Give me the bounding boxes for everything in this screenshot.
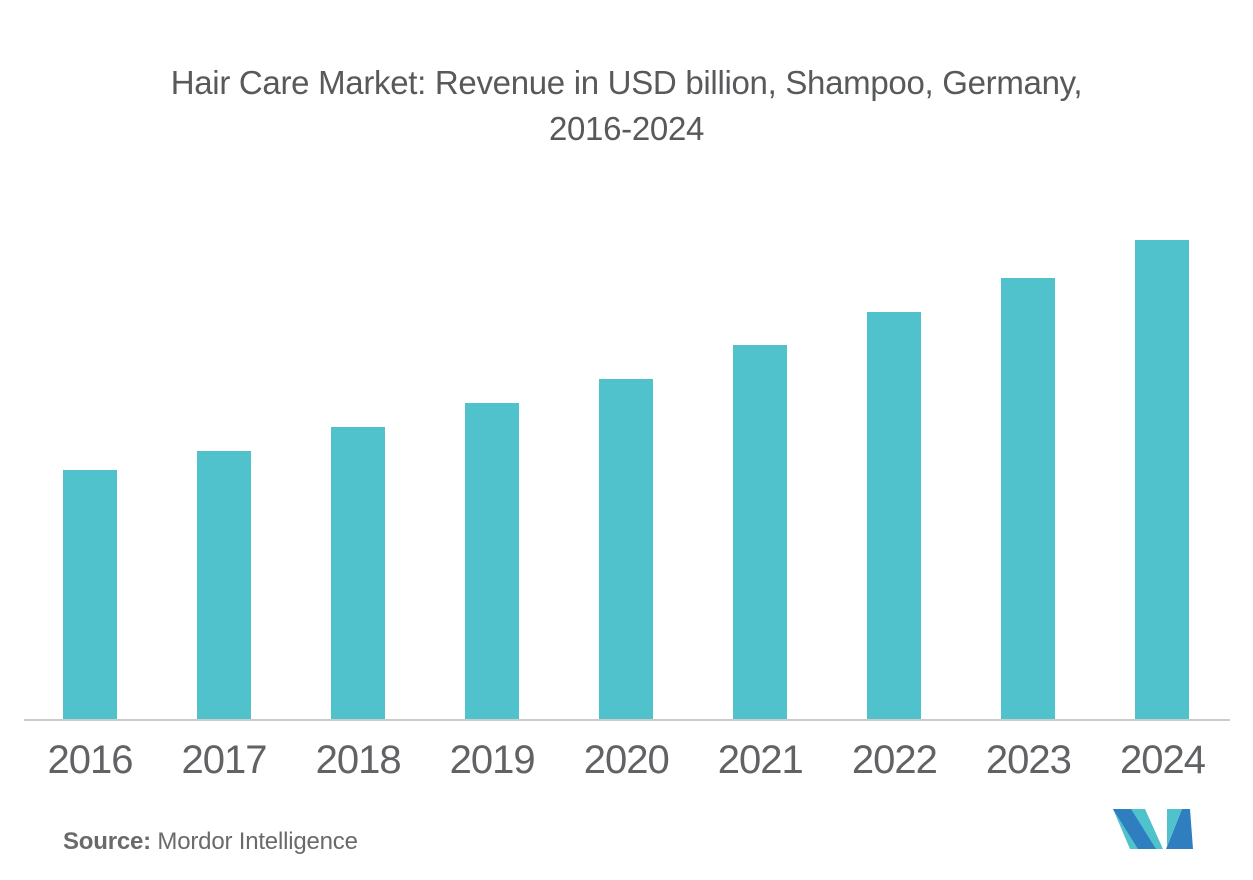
x-tick-label-2021: 2021 — [717, 738, 804, 782]
bar-2023 — [1001, 278, 1056, 719]
mordor-intelligence-logo — [1113, 809, 1193, 849]
x-tick-label-2022: 2022 — [851, 738, 938, 782]
x-tick-label-2016: 2016 — [47, 738, 134, 782]
chart-title-line1: Hair Care Market: Revenue in USD billion… — [170, 64, 1083, 101]
x-axis-line — [24, 719, 1230, 721]
bar-2022 — [867, 312, 922, 719]
x-tick-label-2020: 2020 — [583, 738, 670, 782]
logo-right-teal-triangle — [1167, 809, 1182, 846]
bar-2021 — [733, 345, 788, 719]
x-tick-label-2023: 2023 — [985, 738, 1072, 782]
bar-2016 — [63, 470, 117, 719]
bar-2018 — [331, 427, 386, 719]
x-tick-label-2024: 2024 — [1119, 738, 1206, 782]
bar-2024 — [1135, 240, 1190, 719]
logo-right-blue-shape — [1166, 809, 1193, 849]
x-tick-label-2019: 2019 — [449, 738, 536, 782]
logo-left-blue-stripe — [1113, 809, 1156, 849]
x-axis-labels: 2016 2017 2018 2019 2020 2021 2022 2023 2024 — [0, 740, 1253, 790]
plot-area — [63, 240, 1190, 719]
chart-title: Hair Care Market: Revenue in USD billion… — [0, 60, 1253, 152]
source-name: Mordor Intelligence — [150, 828, 358, 855]
x-tick-label-2017: 2017 — [181, 738, 268, 782]
x-tick-label-2018: 2018 — [315, 738, 402, 782]
bar-2017 — [197, 451, 252, 719]
source-attribution: Source: Mordor Intelligence — [63, 828, 358, 856]
chart-title-line2: 2016-2024 — [548, 110, 705, 147]
bar-2019 — [465, 403, 520, 719]
source-label: Source: — [63, 828, 151, 855]
bar-2020 — [599, 379, 654, 719]
